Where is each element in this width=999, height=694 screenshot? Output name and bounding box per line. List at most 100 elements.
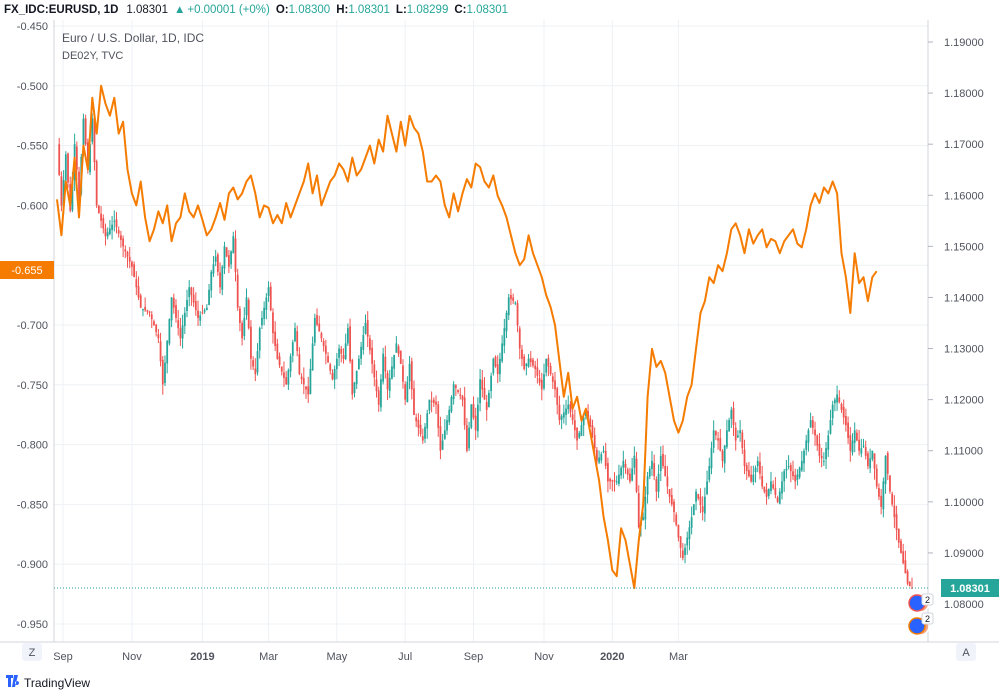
candle-body (633, 455, 636, 468)
candle-body (860, 448, 863, 454)
candle-body (342, 355, 345, 359)
candle-body (706, 481, 708, 495)
right-axis-tick-label: 1.19000 (944, 37, 984, 49)
candle-body (587, 411, 589, 419)
candle-body (181, 325, 184, 339)
time-axis-tick-label: 2019 (190, 651, 214, 663)
candle-body (666, 476, 669, 487)
candle-body (831, 404, 834, 419)
candle-body (283, 372, 285, 378)
candle-body (212, 264, 215, 274)
candle-body (510, 294, 512, 300)
candle-body (131, 261, 133, 267)
candle-body (677, 524, 680, 538)
candle-body (415, 417, 418, 422)
candle-body (419, 424, 422, 435)
svg-text:Z: Z (29, 647, 36, 659)
candle-body (708, 466, 711, 480)
candle-body (120, 235, 122, 240)
candle-body (556, 388, 559, 405)
candle-body (679, 536, 682, 548)
candle-body (324, 345, 327, 354)
candle-body (725, 430, 728, 448)
price-chart[interactable]: -0.450-0.500-0.550-0.600-0.650-0.700-0.7… (0, 20, 999, 672)
event-badge-2[interactable]: 2 (908, 612, 934, 636)
candle-body (89, 144, 91, 173)
candle-body (58, 144, 61, 175)
candle-body (450, 397, 453, 412)
candle-body (567, 404, 570, 410)
candle-body (360, 346, 362, 359)
high-value: 1.08301 (348, 4, 390, 16)
candle-body (468, 427, 470, 449)
candle-body (829, 420, 832, 434)
candle-body (626, 469, 629, 475)
candle-body (593, 435, 596, 449)
candle-body (62, 179, 65, 209)
candle-body (595, 449, 598, 461)
candle-body (408, 363, 411, 382)
candle-body (424, 426, 426, 439)
candle-body (637, 493, 640, 528)
candle-body (153, 321, 155, 326)
time-axis-tick-label: 2020 (600, 651, 624, 663)
candle-body (170, 297, 173, 321)
candle-body (518, 328, 521, 349)
symbol-name[interactable]: FX_IDC:EURUSD, 1D (4, 4, 119, 16)
candle-body (441, 440, 444, 450)
left-axis-tick-label: -0.700 (17, 320, 48, 332)
candle-body (613, 480, 616, 482)
candle-body (488, 392, 490, 407)
candle-body (653, 463, 656, 477)
svg-text:A: A (962, 647, 970, 659)
candle-body (743, 449, 746, 467)
time-axis-tick-label: May (326, 651, 347, 663)
candle-body (875, 468, 878, 487)
candle-body (124, 249, 127, 252)
candle-body (296, 331, 299, 352)
candle-body (395, 343, 398, 353)
candle-body (844, 415, 847, 426)
candle-body (225, 247, 228, 257)
candle-body (598, 457, 600, 463)
candle-body (461, 395, 464, 400)
candle-body (822, 460, 825, 462)
right-price-axis[interactable]: 1.19000 1.18000 1.17000 1.16000 1.15000 1.140… (928, 37, 984, 611)
candle-body (391, 366, 393, 379)
candle-body (393, 354, 396, 369)
candle-body (91, 118, 94, 142)
candle-body (406, 381, 409, 403)
candle-body (684, 547, 686, 556)
svg-text:-0.655: -0.655 (11, 265, 42, 277)
candle-body (417, 419, 420, 428)
candle-body (721, 450, 724, 461)
candle-body (430, 400, 433, 402)
time-axis[interactable]: Sep Nov 2019 Mar May Jul Sep Nov 2020 Mar (53, 651, 688, 663)
event-badge-1[interactable]: 2 (908, 593, 934, 613)
right-axis-tick-label: 1.14000 (944, 292, 984, 304)
candle-body (869, 458, 872, 469)
brand-name: TradingView (24, 676, 91, 690)
de02y-line (56, 84, 878, 590)
candle-body (710, 448, 713, 469)
candle-body (199, 315, 202, 321)
candle-body (697, 494, 700, 499)
candle-body (516, 303, 519, 326)
right-axis-tick-label: 1.12000 (944, 395, 984, 407)
left-price-axis[interactable]: -0.450-0.500-0.550-0.600-0.650-0.700-0.7… (17, 21, 48, 631)
tradingview-logo[interactable]: TradingView (6, 675, 90, 691)
candle-body (148, 311, 151, 313)
candle-body (862, 445, 865, 447)
candle-body (514, 302, 517, 304)
candle-body (236, 274, 239, 308)
auto-scale-button[interactable]: A (956, 643, 976, 661)
candle-body (774, 488, 777, 496)
candle-body (459, 394, 462, 396)
candle-body (485, 402, 488, 410)
zoom-button[interactable]: Z (22, 643, 42, 661)
candle-body (183, 312, 186, 327)
candle-body (250, 326, 252, 359)
candle-body (816, 435, 819, 446)
candle-body (543, 374, 545, 389)
candle-body (759, 461, 761, 474)
